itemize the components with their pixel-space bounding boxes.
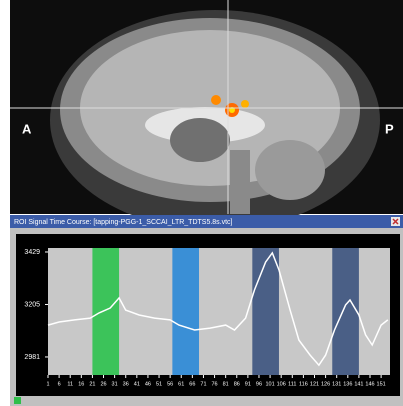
x-tick-label: 41 [134, 381, 140, 387]
condition-block [172, 248, 199, 375]
x-tick-label: 146 [365, 381, 374, 387]
x-tick-label: 56 [167, 381, 173, 387]
x-tick-label: 131 [332, 381, 341, 387]
x-tick-label: 31 [112, 381, 118, 387]
orientation-label: P [385, 121, 394, 136]
x-tick-label: 76 [211, 381, 217, 387]
x-tick-label: 81 [223, 381, 229, 387]
x-tick-label: 91 [245, 381, 251, 387]
x-tick-label: 111 [288, 381, 296, 387]
window-title: ROI Signal Time Course: [tapping-PGG-1_S… [14, 219, 233, 226]
x-tick-label: 141 [354, 381, 363, 387]
y-tick-label: 3429 [24, 249, 40, 256]
x-tick-label: 106 [277, 381, 286, 387]
orientation-label: A [22, 121, 32, 136]
x-tick-label: 116 [299, 381, 308, 387]
x-tick-label: 36 [123, 381, 129, 387]
x-tick-label: 11 [67, 381, 73, 387]
y-tick-label: 2981 [24, 354, 40, 361]
x-tick-label: 21 [89, 381, 95, 387]
x-tick-label: 86 [234, 381, 240, 387]
x-tick-label: 126 [321, 381, 330, 387]
condition-block [252, 248, 279, 375]
status-icon [14, 397, 21, 404]
y-tick-label: 3205 [24, 301, 40, 308]
x-tick-label: 96 [256, 381, 262, 387]
condition-block [92, 248, 119, 375]
x-tick-label: 16 [78, 381, 84, 387]
x-tick-label: 71 [200, 381, 206, 387]
x-tick-label: 6 [58, 381, 61, 387]
x-tick-label: 66 [189, 381, 195, 387]
screen: A P ROI Signal Time Course: [tapping-PGG… [0, 0, 403, 406]
x-tick-label: 101 [265, 381, 274, 387]
x-tick-label: 121 [310, 381, 319, 387]
x-tick-label: 46 [145, 381, 151, 387]
x-tick-label: 151 [377, 381, 386, 387]
condition-block [332, 248, 359, 375]
x-tick-label: 136 [343, 381, 352, 387]
x-tick-label: 1 [46, 381, 49, 387]
brain-image [50, 10, 380, 230]
x-tick-label: 51 [156, 381, 162, 387]
x-tick-label: 26 [100, 381, 106, 387]
x-tick-label: 61 [178, 381, 184, 387]
